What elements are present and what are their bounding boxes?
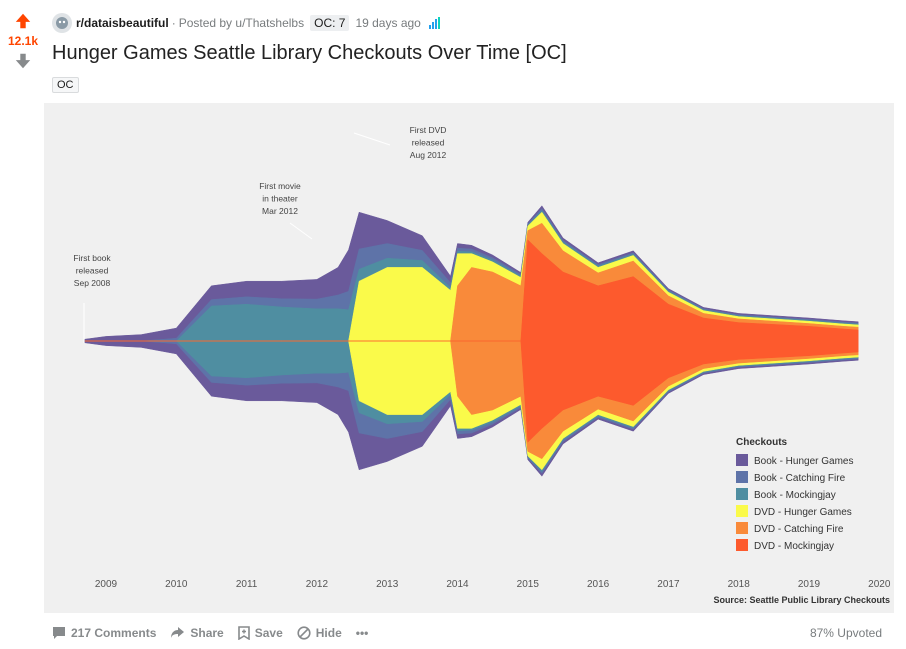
x-tick-label: 2017	[657, 579, 680, 590]
streamgraph-chart: First book released Sep 2008 First movie in …	[73, 125, 891, 605]
x-tick-label: 2010	[165, 579, 188, 590]
comments-button[interactable]: 217 Comments	[52, 626, 156, 640]
comment-icon	[53, 627, 65, 639]
post-age: 19 days ago	[355, 16, 421, 30]
upvote-ratio: 87% Upvoted	[809, 626, 882, 640]
x-tick-label: 2020	[868, 579, 891, 590]
user-flair: OC: 7	[310, 15, 350, 31]
stream-layer-6	[84, 239, 859, 443]
legend-label: DVD - Catching Fire	[754, 524, 844, 535]
posted-by[interactable]: Posted by u/Thatshelbs	[178, 16, 305, 30]
upvote-arrow-icon[interactable]	[14, 12, 32, 30]
annotation-leader-line	[353, 132, 391, 146]
x-tick-label: 2012	[306, 579, 329, 590]
save-button[interactable]: Save	[237, 626, 283, 640]
oc-tag: OC	[52, 77, 79, 93]
hide-label: Hide	[315, 626, 342, 640]
legend-title: Checkouts	[736, 437, 788, 448]
x-tick-label: 2016	[587, 579, 610, 590]
annotation-book: First book released Sep 2008	[73, 253, 111, 288]
legend-label: DVD - Hunger Games	[754, 507, 852, 518]
legend-swatch	[736, 471, 748, 483]
annotation-leader-line	[289, 222, 313, 240]
score: 12.1k	[7, 34, 39, 48]
more-options-button[interactable]: •••	[356, 626, 369, 640]
share-icon	[171, 627, 185, 638]
legend-label: DVD - Mockingjay	[754, 541, 834, 552]
share-label: Share	[190, 626, 224, 640]
comments-label: 217 Comments	[71, 626, 157, 640]
chart-source: Source: Seattle Public Library Checkouts	[713, 595, 890, 605]
x-tick-label: 2014	[446, 579, 469, 590]
vote-column: 12.1k	[0, 12, 46, 70]
annotation-movie: First movie in theater Mar 2012	[259, 181, 301, 216]
post-meta: r/dataisbeautiful · Posted by u/Thatshel…	[52, 12, 443, 34]
subreddit-link[interactable]: r/dataisbeautiful	[76, 16, 169, 30]
chart-image[interactable]: First book released Sep 2008 First movie in …	[44, 103, 894, 613]
share-button[interactable]: Share	[170, 626, 224, 640]
legend-label: Book - Mockingjay	[754, 490, 836, 501]
post-actions: 217 Comments Share Save Hide ••• 87% Upv…	[52, 622, 882, 644]
legend-swatch	[736, 505, 748, 517]
legend-swatch	[736, 522, 748, 534]
meta-separator: ·	[171, 16, 176, 30]
legend-label: Book - Catching Fire	[754, 473, 846, 484]
x-tick-label: 2019	[798, 579, 821, 590]
subreddit-avatar-icon[interactable]	[52, 13, 72, 33]
annotation-dvd: First DVD released Aug 2012	[410, 125, 447, 160]
x-tick-label: 2011	[236, 579, 258, 590]
x-tick-label: 2015	[517, 579, 540, 590]
legend-swatch	[736, 454, 748, 466]
hide-button[interactable]: Hide	[297, 626, 342, 640]
save-label: Save	[254, 626, 283, 640]
x-tick-label: 2018	[728, 579, 751, 590]
award-bars-icon	[428, 17, 440, 29]
legend-swatch	[736, 488, 748, 500]
downvote-arrow-icon[interactable]	[14, 52, 32, 70]
legend-swatch	[736, 539, 748, 551]
hide-icon	[297, 626, 311, 640]
more-options-icon: •••	[355, 626, 369, 640]
bookmark-plus-icon	[237, 626, 250, 640]
legend-label: Book - Hunger Games	[754, 456, 854, 467]
x-tick-label: 2009	[95, 579, 118, 590]
post-title[interactable]: Hunger Games Seattle Library Checkouts O…	[52, 42, 567, 64]
x-tick-label: 2013	[376, 579, 399, 590]
